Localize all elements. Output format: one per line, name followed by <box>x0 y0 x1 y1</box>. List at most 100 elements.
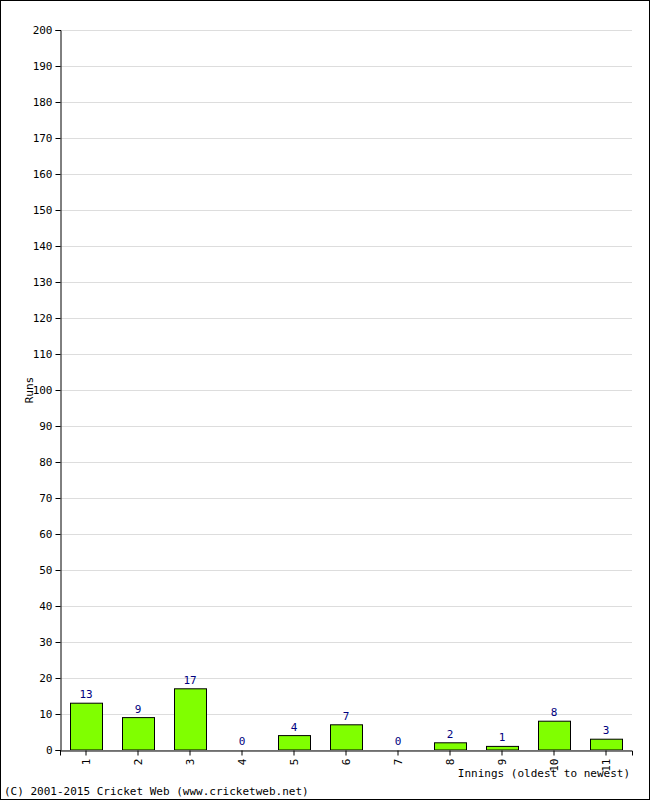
tick: 5 <box>288 751 301 766</box>
tick: 120 <box>33 312 61 325</box>
bar <box>175 689 207 750</box>
tick: 130 <box>33 276 61 289</box>
tick: 2 <box>132 751 145 766</box>
tick: 7 <box>392 751 405 766</box>
tick-label: 0 <box>46 744 53 757</box>
tick-label: 1 <box>80 759 93 766</box>
grid-line <box>60 606 632 607</box>
tick-label: 3 <box>184 759 197 766</box>
bar <box>279 736 311 750</box>
grid-line <box>60 66 632 67</box>
tick: 30 <box>39 636 60 649</box>
tick: 8 <box>444 751 457 766</box>
tick-label: 20 <box>39 672 52 685</box>
axis-line <box>61 751 633 756</box>
grid-line <box>60 354 632 355</box>
tick-label: 70 <box>39 492 52 505</box>
tick-label: 2 <box>132 759 145 766</box>
data-label: 0 <box>239 735 246 748</box>
tick-mark <box>56 714 61 715</box>
tick: 160 <box>33 168 61 181</box>
grid-line <box>60 498 632 499</box>
grid-line <box>60 534 632 535</box>
tick: 10 <box>39 708 60 721</box>
tick-label: 160 <box>33 168 53 181</box>
tick-label: 150 <box>33 204 53 217</box>
tick-label: 60 <box>39 528 52 541</box>
tick-label: 90 <box>39 420 52 433</box>
tick-label: 10 <box>39 708 52 721</box>
tick-mark <box>294 751 295 756</box>
tick-mark <box>56 498 61 499</box>
tick-mark <box>56 174 61 175</box>
tick-mark <box>56 570 61 571</box>
data-label: 13 <box>79 688 92 701</box>
tick-mark <box>56 642 61 643</box>
grid-line <box>60 174 632 175</box>
grid-line <box>60 570 632 571</box>
tick-label: 180 <box>33 96 53 109</box>
tick-mark <box>86 751 87 756</box>
tick-mark <box>56 750 61 751</box>
tick-mark <box>56 318 61 319</box>
grid-line <box>60 426 632 427</box>
tick-mark <box>56 138 61 139</box>
tick: 20 <box>39 672 60 685</box>
grid-line <box>60 678 632 679</box>
bar <box>227 750 259 751</box>
tick-label: 5 <box>288 759 301 766</box>
tick: 6 <box>340 751 353 766</box>
y-axis: 0102030405060708090100110120130140150160… <box>33 24 61 757</box>
grid-line <box>60 246 632 247</box>
tick: 3 <box>184 751 197 766</box>
tick: 90 <box>39 420 60 433</box>
bar <box>591 739 623 750</box>
tick: 150 <box>33 204 61 217</box>
data-label: 0 <box>395 735 402 748</box>
data-label: 1 <box>499 731 506 744</box>
grid-line <box>60 30 632 31</box>
grid-line <box>60 138 632 139</box>
bar <box>383 750 415 751</box>
grid-line <box>60 210 632 211</box>
bar <box>331 725 363 750</box>
tick-mark <box>56 426 61 427</box>
tick-mark <box>554 751 555 756</box>
x-axis-title: Innings (oldest to newest) <box>458 767 630 780</box>
grid-line <box>60 282 632 283</box>
tick-mark <box>138 751 139 756</box>
data-label: 7 <box>343 710 350 723</box>
tick-label: 130 <box>33 276 53 289</box>
tick-mark <box>398 751 399 756</box>
tick-mark <box>190 751 191 756</box>
y-axis-title: Runs <box>23 377 36 404</box>
tick: 170 <box>33 132 61 145</box>
grid-line <box>60 390 632 391</box>
data-label: 17 <box>183 674 196 687</box>
tick: 140 <box>33 240 61 253</box>
tick: 100 <box>33 384 61 397</box>
tick-mark <box>242 751 243 756</box>
tick: 50 <box>39 564 60 577</box>
tick: 180 <box>33 96 61 109</box>
annotation: (C) 2001-2015 Cricket Web (www.cricketwe… <box>4 785 309 798</box>
tick: 80 <box>39 456 60 469</box>
tick-mark <box>56 246 61 247</box>
bar <box>71 703 103 750</box>
data-label: 3 <box>603 724 610 737</box>
data-labels: 1391704702183 <box>79 674 609 748</box>
tick-label: 120 <box>33 312 53 325</box>
tick-mark <box>346 751 347 756</box>
bar <box>487 746 519 750</box>
data-label: 4 <box>291 721 298 734</box>
tick-mark <box>56 534 61 535</box>
bar <box>539 721 571 750</box>
tick-label: 6 <box>340 759 353 766</box>
tick-mark <box>606 751 607 756</box>
tick-mark <box>56 390 61 391</box>
tick: 40 <box>39 600 60 613</box>
tick: 190 <box>33 60 61 73</box>
tick-label: 170 <box>33 132 53 145</box>
tick-mark <box>56 462 61 463</box>
tick-label: 7 <box>392 759 405 766</box>
